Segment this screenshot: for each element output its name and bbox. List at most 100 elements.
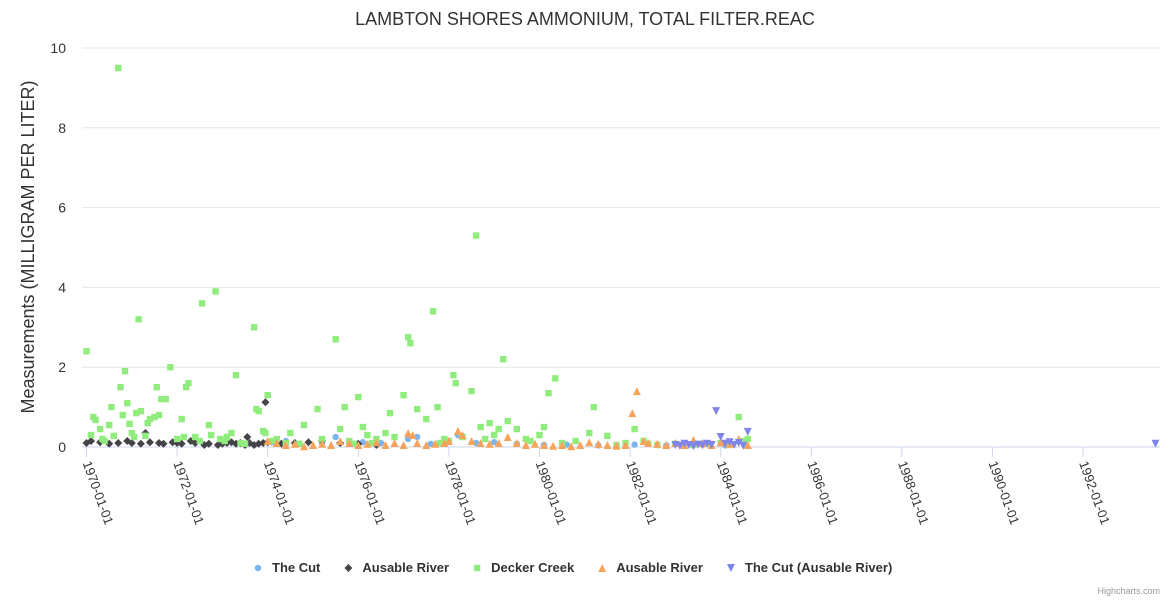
legend-label: Ausable River	[362, 560, 449, 575]
legend-item[interactable]: The Cut	[254, 560, 321, 575]
data-point	[341, 403, 348, 411]
data-point	[512, 439, 521, 448]
data-point	[621, 441, 630, 450]
legend-item[interactable]: Ausable River	[344, 560, 449, 575]
data-point	[364, 431, 371, 439]
data-point	[540, 423, 548, 431]
legend-marker	[726, 564, 735, 572]
data-point	[504, 417, 511, 425]
data-point	[743, 427, 752, 436]
data-point	[243, 433, 252, 442]
data-point	[386, 409, 394, 417]
data-point	[467, 437, 476, 446]
x-tick-label: 1978-01-01	[442, 459, 479, 527]
legend-item[interactable]: The Cut (Ausable River)	[726, 560, 892, 575]
data-point	[136, 439, 145, 448]
data-point	[500, 356, 507, 363]
data-point	[133, 409, 140, 417]
data-point	[552, 375, 559, 382]
data-point	[576, 441, 585, 450]
data-point	[662, 441, 671, 450]
data-point	[494, 439, 503, 448]
data-point	[434, 403, 441, 411]
data-point	[730, 441, 739, 450]
data-point	[115, 64, 122, 72]
data-point	[87, 437, 96, 446]
data-point	[558, 441, 567, 450]
legend-item[interactable]: Ausable River	[598, 560, 703, 575]
x-tick-label: 1984-01-01	[714, 459, 751, 527]
data-point	[735, 413, 742, 421]
data-point	[458, 431, 467, 440]
data-point	[332, 433, 339, 441]
data-point	[450, 371, 457, 379]
data-point	[486, 419, 493, 427]
data-point	[594, 439, 603, 448]
data-point	[345, 439, 354, 448]
data-point	[404, 429, 413, 438]
data-point	[429, 308, 437, 315]
data-point	[336, 425, 344, 433]
data-point	[485, 439, 494, 448]
data-point	[653, 439, 662, 448]
data-point	[444, 437, 453, 446]
data-point	[309, 441, 317, 450]
data-point	[290, 439, 299, 448]
legend-marker	[598, 564, 607, 572]
axes: 0 2 4 6 8 10 1970-01-01 1972-01-01 1974-01-01 197…	[50, 40, 1160, 527]
data-point	[281, 441, 290, 450]
data-point	[182, 383, 190, 391]
data-point	[262, 429, 269, 437]
data-point	[350, 440, 357, 448]
data-point	[639, 437, 648, 446]
x-tick-label: 1982-01-01	[623, 459, 660, 527]
data-point	[272, 439, 281, 448]
data-point	[128, 429, 136, 437]
data-point	[250, 324, 258, 331]
data-point	[739, 441, 748, 450]
data-point	[318, 439, 327, 448]
x-tick-label: 1980-01-01	[533, 459, 570, 527]
y-axis-label: Measurements (MILLIGRAM PER LITER)	[18, 80, 38, 413]
data-point	[135, 316, 142, 323]
y-tick-label: 6	[58, 200, 66, 216]
data-point	[151, 413, 158, 421]
data-point	[101, 437, 108, 445]
data-point	[382, 429, 389, 437]
data-point	[545, 389, 552, 397]
data-point	[185, 379, 192, 387]
data-point	[603, 441, 612, 450]
data-point	[712, 407, 721, 416]
data-point	[155, 411, 163, 419]
data-point	[536, 431, 543, 439]
data-point	[287, 429, 294, 437]
data-point	[721, 439, 730, 448]
x-tick-label: 1970-01-01	[80, 459, 117, 527]
data-point	[586, 429, 593, 437]
data-point	[216, 435, 224, 443]
data-point	[124, 399, 131, 407]
data-point	[110, 432, 117, 440]
data-point	[612, 441, 621, 450]
data-point	[241, 440, 249, 448]
data-point	[453, 427, 462, 436]
data-point	[153, 383, 160, 391]
data-point	[513, 425, 521, 433]
data-point	[585, 438, 594, 447]
legend-item[interactable]: Decker Creek	[473, 560, 575, 575]
x-tick-label: 1976-01-01	[351, 459, 388, 527]
data-point	[604, 432, 611, 440]
legend-label: Ausable River	[616, 560, 703, 575]
data-point	[327, 441, 336, 450]
data-point	[1151, 439, 1160, 448]
data-point	[490, 431, 498, 439]
data-point	[159, 439, 168, 448]
data-point	[477, 423, 484, 431]
data-point	[628, 409, 637, 418]
data-point	[318, 435, 326, 443]
data-point	[355, 393, 362, 401]
data-point	[472, 232, 480, 239]
data-point	[452, 379, 459, 387]
data-point	[363, 439, 372, 448]
